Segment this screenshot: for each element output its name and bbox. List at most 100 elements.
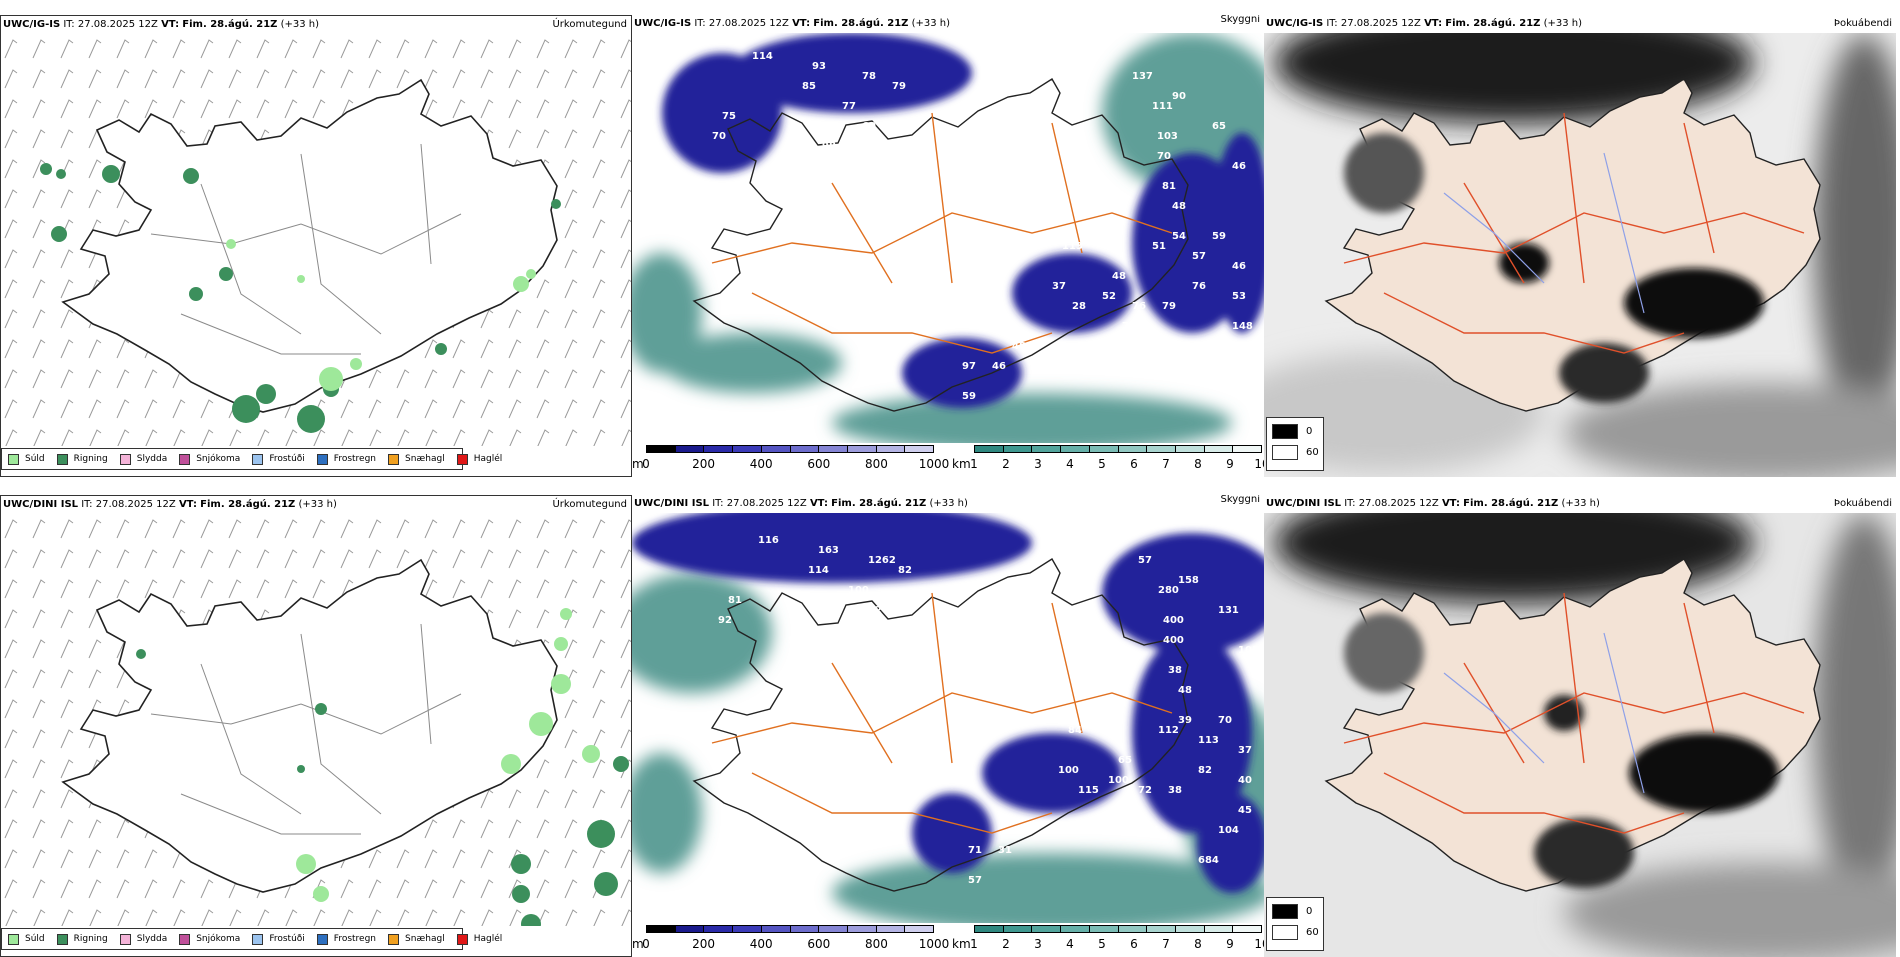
vt-prefix: VT:	[1424, 18, 1443, 29]
fog-legend: 0 60	[1266, 417, 1324, 471]
precip-legend: Súld Rigning Slydda Snjókoma Frostúði Fr…	[1, 448, 502, 470]
visibility-value-label: 131	[1218, 605, 1239, 616]
panel-title: Skyggni	[1220, 495, 1260, 505]
vis-bar-tick: 8	[1194, 937, 1202, 951]
height-bar-swatch	[876, 926, 906, 932]
height-bar-swatch	[704, 926, 734, 932]
vis-bar-tick: 9	[1226, 457, 1234, 471]
visibility-value-label: 48	[1172, 201, 1186, 212]
visibility-value-label: 65	[1118, 755, 1132, 766]
lead-time: (+33 h)	[1561, 498, 1600, 509]
vis-bar-tick: 1	[970, 937, 978, 951]
vt-prefix: VT:	[809, 498, 828, 509]
visibility-value-label: 65	[1212, 121, 1226, 132]
visibility-value-label: 9292	[788, 635, 816, 646]
visibility-value-label: 28	[1072, 301, 1086, 312]
lead-time: (+33 h)	[298, 499, 337, 510]
visibility-value-label: 48	[1012, 341, 1026, 352]
height-colorbar: m 0 200 400 600 800 1000	[632, 925, 949, 957]
vis-bar-tick: 7	[1162, 937, 1170, 951]
visibility-value-label: 93	[812, 61, 826, 72]
visibility-value-label: 1262	[868, 555, 896, 566]
fog-indicator-panel-row2: UWC/DINI ISL IT: 27.08.2025 12Z VT: Fim.…	[1264, 495, 1896, 957]
panel-title: Þokuábendi	[1833, 498, 1892, 509]
legend-item-rigning: Rigning	[56, 453, 108, 465]
precip-map	[1, 34, 631, 446]
height-bar-swatch	[761, 926, 791, 932]
legend-item-snaehagl: Snæhagl	[388, 933, 445, 945]
visibility-value-label: 98	[822, 141, 836, 152]
vis-bar-swatch	[1032, 926, 1062, 932]
visibility-value-label: 54	[1172, 231, 1186, 242]
height-bar-tick: 0	[642, 457, 650, 471]
height-bar-swatch	[675, 446, 705, 452]
visibility-labels: 1161631141262100828192929211392929199124…	[718, 535, 1259, 886]
visibility-value-label: 92	[898, 655, 912, 666]
height-bar-swatch	[819, 926, 848, 932]
visibility-value-label: 59	[1212, 231, 1226, 242]
height-bar-tick: 200	[692, 457, 716, 471]
visibility-value-label: 38	[1168, 665, 1182, 676]
height-bar-swatch	[733, 446, 762, 452]
visibility-value-label: 97	[962, 361, 976, 372]
vis-bar-tick: 3	[1034, 937, 1042, 951]
visibility-value-label: 100	[848, 585, 869, 596]
visibility-value-label: 92	[882, 191, 896, 202]
visibility-value-label: 114	[752, 51, 773, 62]
height-bar-tick: 400	[749, 457, 773, 471]
visibility-value-label: 48	[1112, 271, 1126, 282]
init-time: IT: 27.08.2025 12Z	[81, 499, 176, 510]
legend-item-frostudi: Frostúði	[252, 453, 305, 465]
visibility-value-label: 37	[1052, 281, 1066, 292]
fog-map	[1264, 513, 1896, 957]
visibility-panel-row1: UWC/IG-IS IT: 27.08.2025 12Z VT: Fim. 28…	[632, 15, 1264, 477]
vis-bar-tick: 10	[1254, 937, 1264, 951]
visibility-value-label: 115	[1078, 785, 1099, 796]
visibility-value-label: 163	[818, 545, 839, 556]
visibility-map: 116 163 114 1262 100 82 81 92 9292 113 92 92 91 99 124…	[632, 513, 1264, 923]
legend-item-haglel: Haglél	[456, 453, 502, 465]
visibility-value-label: 76	[1192, 281, 1206, 292]
vis-bar-tick: 6	[1130, 457, 1138, 471]
vis-bar-tick: 4	[1066, 937, 1074, 951]
model-name: UWC/DINI ISL	[1266, 498, 1342, 509]
legend-item-slydda: Slydda	[119, 933, 167, 945]
vt-prefix: VT:	[1441, 498, 1460, 509]
height-bar-tick: 600	[807, 937, 831, 951]
visibility-value-label: 40	[1238, 775, 1252, 786]
vis-bar-tick: 8	[1194, 457, 1202, 471]
init-time: IT: 27.08.2025 12Z	[694, 18, 789, 29]
valid-time: Fim. 28.ágú. 21Z	[1445, 18, 1541, 29]
visibility-labels: 114 93 85 78 77 79 75 70 89 98 60 62 92 82 63 140 97 59 48…	[712, 51, 1253, 402]
visibility-value-label: 70	[1157, 151, 1171, 162]
panel-title: Skyggni	[1220, 15, 1260, 25]
height-bar-swatch	[647, 446, 676, 452]
lead-time: (+33 h)	[280, 19, 320, 30]
panel-header: UWC/DINI ISL IT: 27.08.2025 12Z VT: Fim.…	[1264, 495, 1896, 513]
visibility-value-label: 36	[1018, 825, 1032, 836]
vis-bar-swatch	[1003, 926, 1033, 932]
vis-bar-tick: 7	[1162, 457, 1170, 471]
height-bar-swatch	[819, 446, 848, 452]
legend-item-sudl: Súld	[8, 453, 45, 465]
legend-item-frostregn: Frostregn	[316, 453, 376, 465]
lead-time: (+33 h)	[1543, 18, 1583, 29]
visibility-value-label: 82	[898, 565, 912, 576]
visibility-value-label: 91	[888, 675, 902, 686]
height-bar-swatch	[905, 926, 934, 932]
height-bar-swatch	[704, 446, 734, 452]
visibility-unit: km	[952, 457, 971, 471]
visibility-value-label: 79	[892, 81, 906, 92]
visibility-value-label: 77	[842, 101, 856, 112]
legend-item-frostregn: Frostregn	[316, 933, 376, 945]
valid-time: Fim. 28.ágú. 21Z	[1463, 498, 1559, 509]
height-bar-swatch	[790, 446, 820, 452]
vis-bar-swatch	[1204, 926, 1234, 932]
visibility-value-label: 78	[862, 71, 876, 82]
visibility-value-label: 104	[1218, 825, 1239, 836]
vis-bar-swatch	[975, 926, 1004, 932]
panel-title: Þokuábendi	[1833, 18, 1892, 29]
height-bar-tick: 600	[807, 457, 831, 471]
valid-time: Fim. 28.ágú. 21Z	[200, 499, 296, 510]
vis-bar-swatch	[1147, 926, 1176, 932]
